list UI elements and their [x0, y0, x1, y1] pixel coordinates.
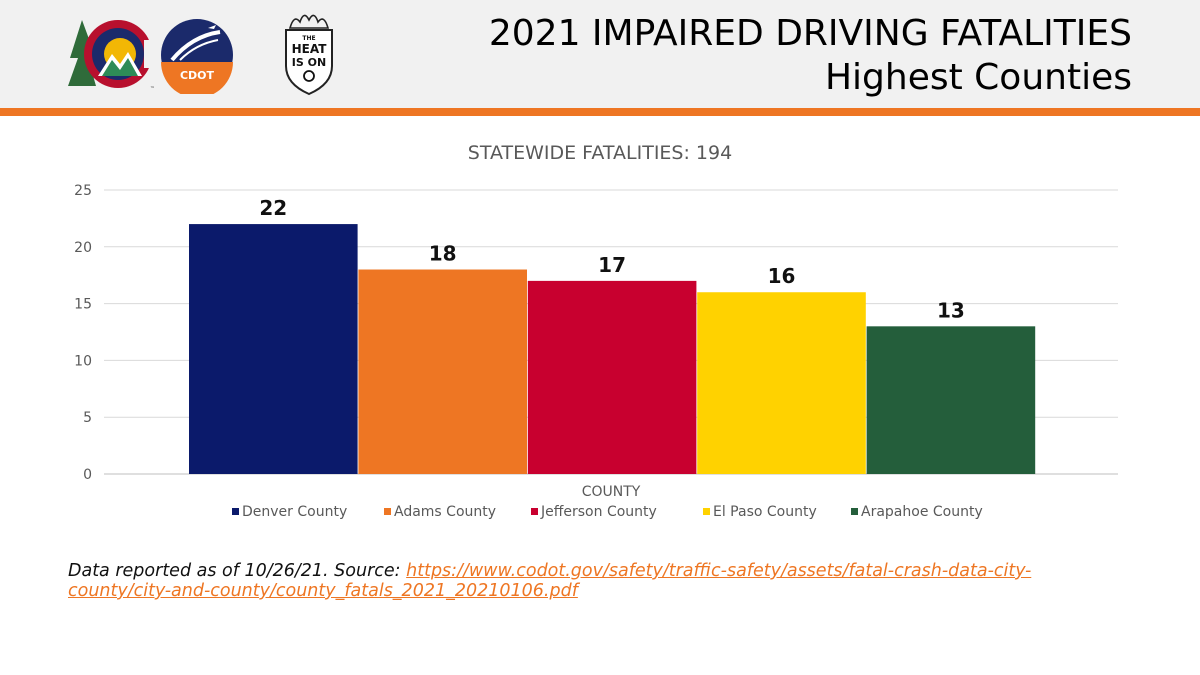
page-title-line2: Highest Counties [824, 57, 1132, 98]
header-divider [0, 108, 1200, 116]
y-tick-label: 5 [83, 410, 92, 426]
source-link[interactable]: https://www.codot.gov/safety/traffic-saf… [68, 561, 1032, 601]
bar [866, 326, 1036, 474]
header-bar: ™ CDOT THE HEAT IS ON 2021 IMPAIRED DRIV… [0, 0, 1200, 108]
page-title-line1: 2021 IMPAIRED DRIVING FATALITIES [488, 13, 1132, 54]
data-label: 22 [259, 196, 287, 220]
source-note: Data reported as of 10/26/21. Source: ht… [68, 561, 1128, 601]
cdot-logo-icon: CDOT [161, 19, 233, 94]
chart-area: STATEWIDE FATALITIES: 194 0 5 10 15 20 25 22 18 1… [0, 130, 1200, 540]
legend-entry: Jefferson County [540, 504, 657, 520]
heat-logo-line1: THE [302, 35, 315, 42]
y-tick-label: 15 [74, 297, 92, 313]
legend-swatch [232, 508, 239, 515]
page-title: 2021 IMPAIRED DRIVING FATALITIES Highest… [489, 12, 1132, 100]
y-tick-label: 10 [74, 353, 92, 369]
colorado-logo-icon: ™ [68, 20, 158, 92]
legend-swatch [384, 508, 391, 515]
legend-entry: Denver County [242, 504, 347, 520]
legend-swatch [531, 508, 538, 515]
bar [697, 292, 866, 474]
data-label: 17 [598, 253, 626, 277]
data-label: 16 [768, 264, 796, 288]
x-axis-label: COUNTY [582, 484, 641, 500]
legend-swatch [851, 508, 858, 515]
cdot-logo-text: CDOT [180, 69, 215, 82]
bar [527, 280, 697, 474]
legend-entry: El Paso County [713, 504, 817, 520]
heat-logo-line2: HEAT [292, 42, 328, 56]
source-prefix: Data reported as of 10/26/21. Source: [68, 561, 407, 581]
data-label: 18 [429, 242, 457, 266]
bar [358, 269, 527, 474]
legend-entry: Adams County [394, 504, 496, 520]
chart-title: STATEWIDE FATALITIES: 194 [468, 142, 732, 164]
heat-logo-line3: IS ON [292, 56, 326, 69]
svg-text:™: ™ [150, 86, 155, 92]
y-tick-label: 20 [74, 240, 92, 256]
y-tick-label: 25 [74, 183, 92, 199]
y-tick-label: 0 [83, 467, 92, 483]
legend-swatch [703, 508, 710, 515]
bar [189, 224, 358, 474]
heat-is-on-logo-icon: THE HEAT IS ON [285, 14, 333, 96]
legend-entry: Arapahoe County [861, 504, 983, 520]
data-label: 13 [937, 298, 965, 322]
bar-chart: STATEWIDE FATALITIES: 194 0 5 10 15 20 25 22 18 1… [74, 142, 1118, 520]
